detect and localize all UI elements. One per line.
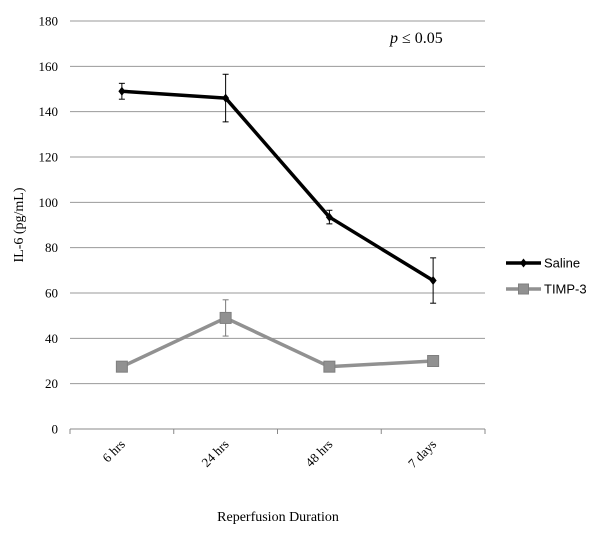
y-axis-title: IL-6 (pg/mL) bbox=[12, 187, 27, 262]
p-value-symbol: p bbox=[389, 30, 398, 47]
data-point bbox=[222, 93, 230, 103]
y-tick-label: 140 bbox=[39, 104, 59, 119]
legend-item: Saline bbox=[506, 256, 580, 271]
legend: Saline TIMP-3 bbox=[506, 256, 587, 297]
y-tick-label: 60 bbox=[45, 286, 58, 301]
series-group bbox=[115, 73, 440, 373]
data-point bbox=[118, 86, 126, 96]
data-point bbox=[429, 276, 437, 286]
y-tick-label: 180 bbox=[39, 14, 59, 29]
x-axis bbox=[69, 429, 486, 434]
x-tick-label: 7 days bbox=[405, 437, 439, 471]
p-value-text: ≤ 0.05 bbox=[398, 30, 443, 47]
legend-label: TIMP-3 bbox=[544, 282, 587, 297]
legend-label: Saline bbox=[544, 256, 580, 271]
y-tick-labels: 0 20 40 60 80 100 120 140 160 180 bbox=[39, 14, 59, 437]
y-tick-label: 80 bbox=[45, 240, 58, 255]
legend-marker bbox=[518, 283, 529, 295]
legend-marker bbox=[520, 258, 527, 268]
data-point bbox=[219, 311, 232, 324]
y-tick-label: 20 bbox=[45, 376, 58, 391]
x-tick-label: 48 hrs bbox=[302, 437, 335, 470]
p-value-annotation: p ≤ 0.05 bbox=[389, 30, 443, 47]
data-point bbox=[325, 212, 333, 222]
y-tick-label: 120 bbox=[39, 150, 59, 165]
series-timp-3 bbox=[115, 299, 440, 373]
data-point bbox=[427, 355, 440, 367]
gridlines bbox=[70, 20, 485, 430]
legend-item: TIMP-3 bbox=[506, 282, 587, 297]
series-line bbox=[121, 89, 435, 283]
y-tick-label: 100 bbox=[39, 195, 59, 210]
x-tick-labels: 6 hrs 24 hrs 48 hrs 7 days bbox=[99, 437, 439, 471]
x-axis-title: Reperfusion Duration bbox=[217, 510, 339, 525]
y-tick-label: 40 bbox=[45, 331, 58, 346]
series-saline bbox=[118, 73, 437, 304]
series-line bbox=[121, 316, 434, 369]
y-tick-label: 0 bbox=[52, 422, 59, 437]
y-tick-label: 160 bbox=[39, 59, 59, 74]
x-tick-label: 6 hrs bbox=[99, 437, 128, 466]
data-point bbox=[323, 360, 336, 373]
data-point bbox=[115, 360, 128, 373]
x-tick-label: 24 hrs bbox=[198, 437, 231, 470]
